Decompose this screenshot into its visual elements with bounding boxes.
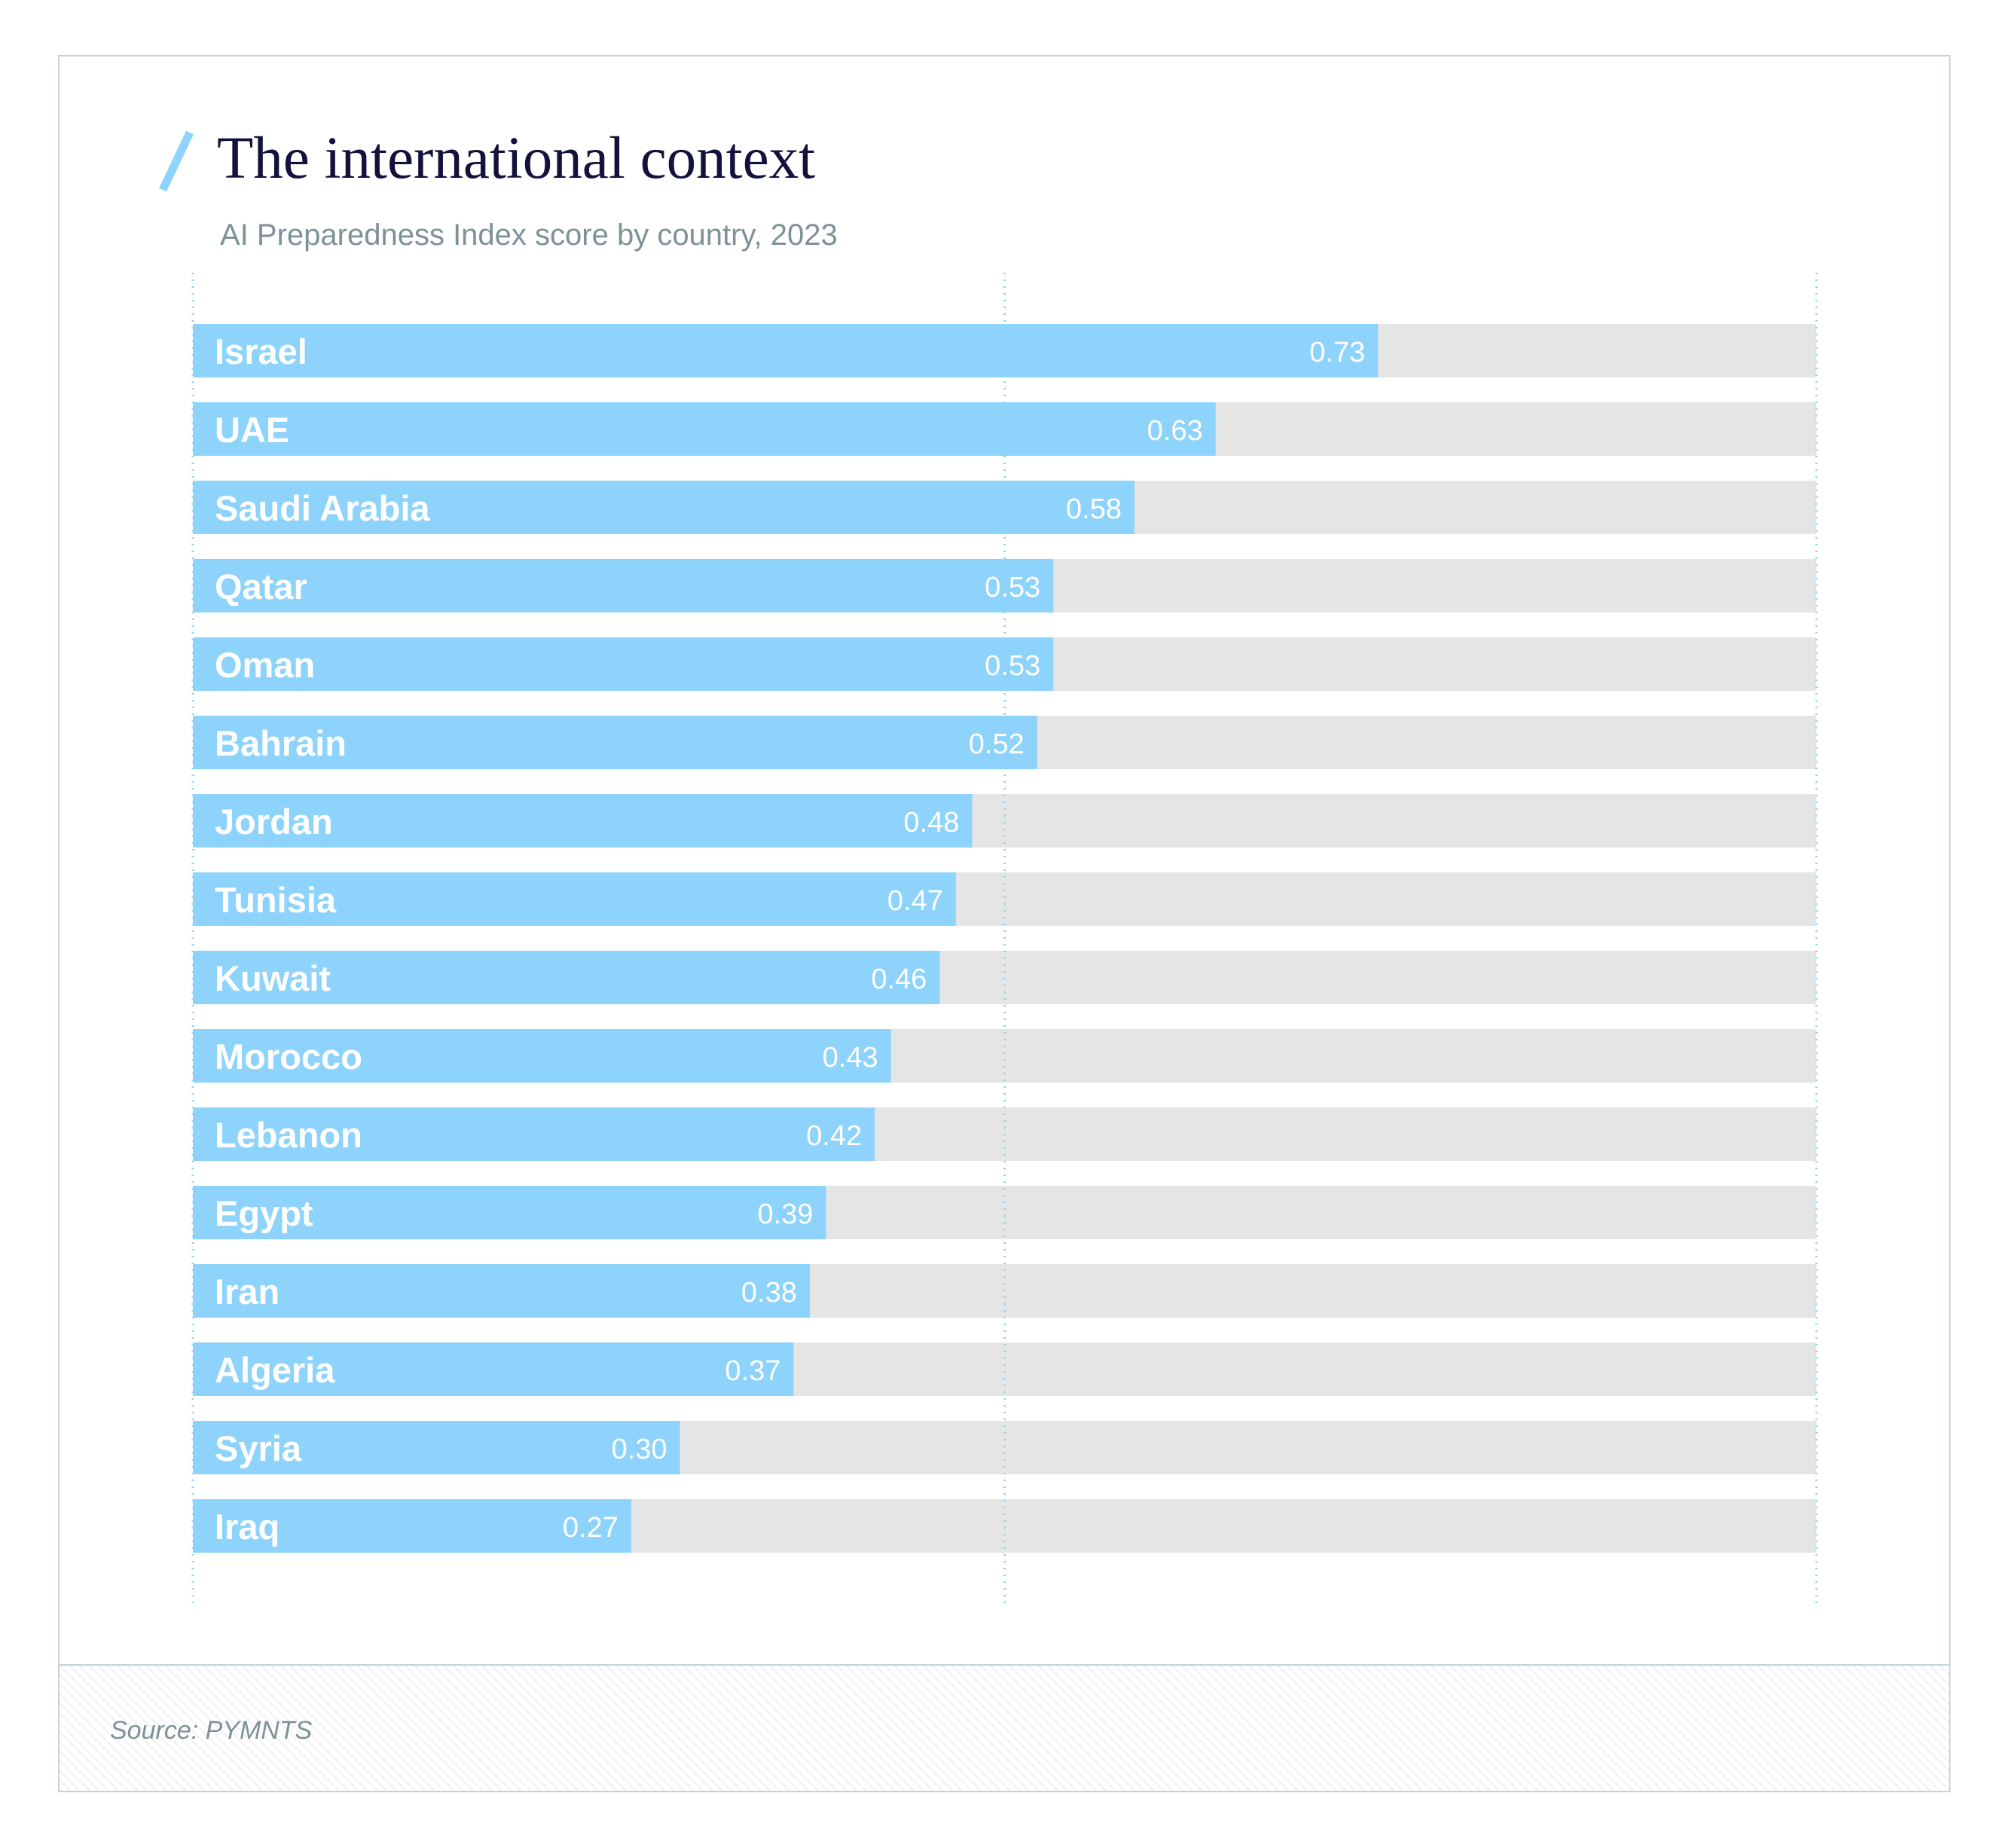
category-label: Jordan — [215, 802, 333, 842]
category-label: Iraq — [215, 1507, 280, 1547]
value-label: 0.30 — [612, 1434, 667, 1465]
bar — [193, 559, 1054, 612]
category-label: Tunisia — [215, 880, 337, 920]
bar — [193, 481, 1135, 534]
value-label: 0.52 — [969, 729, 1025, 760]
value-label: 0.48 — [903, 807, 959, 838]
value-label: 0.53 — [985, 572, 1040, 603]
bar — [193, 872, 956, 926]
source-note: Source: PYMNTS — [110, 1716, 313, 1745]
labels: Israel 0.73 UAE 0.63 Saudi Arabia 0.58 Qatar 0.… — [215, 331, 1365, 1547]
category-label: Egypt — [215, 1193, 313, 1233]
page-title: The international context — [217, 126, 816, 191]
bar — [193, 1186, 826, 1239]
category-label: Saudi Arabia — [215, 488, 430, 528]
footer — [58, 1664, 1950, 1792]
value-label: 0.39 — [757, 1199, 813, 1230]
value-label: 0.53 — [985, 650, 1040, 682]
bar — [193, 1264, 810, 1318]
bar — [193, 1342, 794, 1396]
value-label: 0.37 — [725, 1355, 780, 1387]
category-label: Lebanon — [215, 1115, 362, 1155]
gridlines — [191, 273, 1818, 1608]
value-label: 0.27 — [563, 1512, 619, 1544]
bar — [193, 794, 973, 848]
value-label: 0.46 — [871, 964, 927, 995]
value-label: 0.43 — [823, 1042, 878, 1074]
value-label: 0.47 — [887, 885, 943, 917]
category-label: UAE — [215, 410, 289, 450]
slash-accent-icon — [159, 131, 194, 191]
category-label: Syria — [215, 1428, 302, 1468]
category-label: Israel — [215, 331, 307, 371]
value-label: 0.38 — [741, 1277, 797, 1309]
value-label: 0.58 — [1066, 493, 1122, 525]
bar-chart: Israel 0.73 UAE 0.63 Saudi Arabia 0.58 Qatar 0.… — [191, 273, 1818, 1608]
bar — [193, 402, 1216, 456]
value-label: 0.73 — [1309, 337, 1365, 368]
bar — [193, 1107, 875, 1161]
value-label: 0.42 — [806, 1120, 862, 1152]
bar — [193, 637, 1054, 691]
category-label: Bahrain — [215, 723, 347, 763]
category-label: Iran — [215, 1272, 280, 1312]
value-label: 0.63 — [1147, 415, 1203, 447]
category-label: Kuwait — [215, 958, 331, 998]
bars — [193, 324, 1379, 1553]
category-label: Algeria — [215, 1350, 335, 1390]
bar — [193, 324, 1379, 377]
category-label: Oman — [215, 645, 315, 685]
bar — [193, 951, 940, 1004]
category-label: Qatar — [215, 567, 307, 606]
bar — [193, 1421, 680, 1474]
category-label: Morocco — [215, 1037, 362, 1077]
bar — [193, 716, 1037, 769]
bar — [193, 1499, 631, 1553]
chart-subtitle: AI Preparedness Index score by country, … — [220, 218, 838, 252]
bar — [193, 1029, 891, 1083]
